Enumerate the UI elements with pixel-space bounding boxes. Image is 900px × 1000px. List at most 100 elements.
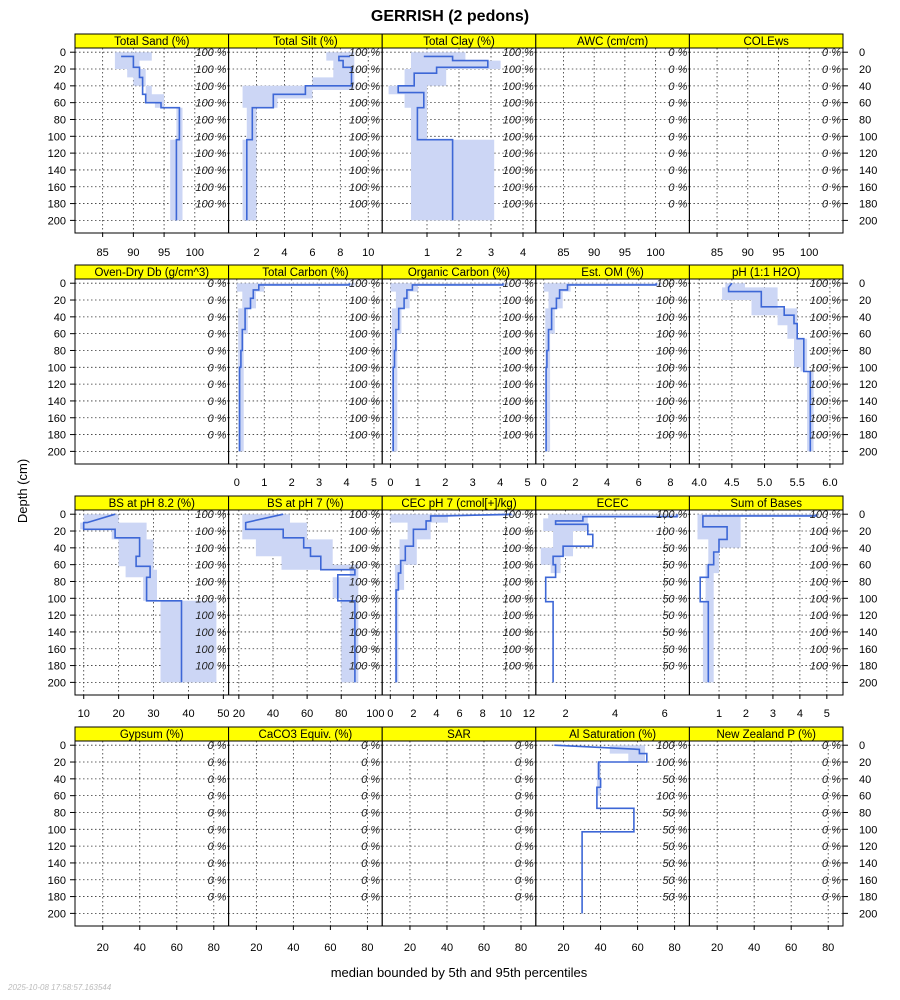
y-tick-label: 200	[859, 677, 877, 689]
contribution-label: 100 %	[349, 278, 380, 290]
panel-title: Sum of Bases	[730, 498, 802, 510]
x-tick-label: 5	[824, 708, 830, 720]
y-tick-label: 120	[48, 379, 66, 391]
x-tick-label: 3	[470, 477, 476, 489]
x-tick-label: 95	[619, 247, 631, 259]
panel-title: BS at pH 8.2 (%)	[109, 498, 195, 510]
x-tick-label: 2	[253, 247, 259, 259]
x-tick-label: 40	[748, 942, 760, 954]
panel-title: Oven-Dry Db (g/cm^3)	[94, 267, 209, 279]
contribution-label: 0 %	[668, 199, 687, 211]
contribution-label: 100 %	[810, 610, 841, 622]
x-tick-label: 40	[267, 708, 279, 720]
contribution-label: 100 %	[503, 560, 534, 572]
panel-title: pH (1:1 H2O)	[732, 267, 801, 279]
contribution-label: 100 %	[195, 64, 226, 76]
x-tick-label: 60	[171, 942, 183, 954]
y-tick-label: 140	[859, 396, 877, 408]
x-tick-label: 20	[404, 942, 416, 954]
y-tick-label: 80	[859, 114, 871, 126]
x-tick-label: 4	[281, 247, 287, 259]
panel-grid: Total Sand (%)100 %100 %100 %100 %100 %1…	[48, 33, 877, 954]
y-tick-label: 160	[48, 413, 66, 425]
y-tick-label: 0	[859, 740, 865, 752]
x-tick-label: 0	[387, 477, 393, 489]
y-tick-label: 160	[859, 413, 877, 425]
contribution-label: 100 %	[349, 199, 380, 211]
contribution-label: 0 %	[822, 81, 841, 93]
percentile-band	[543, 283, 661, 452]
x-tick-label: 85	[557, 247, 569, 259]
contribution-label: 100 %	[195, 182, 226, 194]
y-tick-label: 0	[60, 47, 66, 59]
y-tick-label: 20	[859, 64, 871, 76]
contribution-label: 0 %	[822, 841, 841, 853]
contribution-label: 100 %	[349, 396, 380, 408]
panel-ph-1-1-h2o: pH (1:1 H2O) 100 % 100 % 100 % 100 % 100 % 100…	[688, 264, 844, 489]
contribution-label: 100 %	[349, 295, 380, 307]
median-line	[554, 744, 648, 914]
x-tick-label: 80	[361, 942, 373, 954]
contribution-label: 100 %	[810, 345, 841, 357]
y-tick-label: 180	[48, 199, 66, 211]
panel-title: SAR	[447, 729, 471, 741]
contribution-label: 100 %	[503, 661, 534, 673]
contribution-label: 0 %	[668, 47, 687, 59]
x-tick-label: 5	[525, 477, 531, 489]
x-tick-label: 20	[711, 942, 723, 954]
x-tick-label: 6	[309, 247, 315, 259]
y-tick-label: 100	[859, 824, 877, 836]
y-tick-label: 60	[859, 98, 871, 110]
contribution-label: 0 %	[208, 278, 227, 290]
x-axis-label: median bounded by 5th and 95th percentil…	[331, 965, 588, 980]
contribution-label: 0 %	[208, 312, 227, 324]
x-tick-label: 20	[250, 942, 262, 954]
panel-title: Organic Carbon (%)	[408, 267, 510, 279]
contribution-label: 0 %	[515, 875, 534, 887]
contribution-label: 100 %	[349, 98, 380, 110]
x-tick-label: 60	[631, 942, 643, 954]
contribution-label: 0 %	[822, 47, 841, 59]
x-tick-label: 40	[594, 942, 606, 954]
y-tick-label: 100	[48, 593, 66, 605]
median-line	[238, 283, 351, 452]
contribution-label: 100 %	[195, 131, 226, 143]
contribution-label: 0 %	[208, 757, 227, 769]
x-tick-label: 80	[208, 942, 220, 954]
panel-caco3-equiv: CaCO3 Equiv. (%) 0 % 0 % 0 % 0 % 0 % 0 % 0 % 0 %…	[228, 726, 383, 954]
y-tick-label: 60	[859, 560, 871, 572]
y-tick-label: 100	[48, 362, 66, 374]
contribution-label: 100 %	[349, 509, 380, 521]
panel-title: CEC pH 7 (cmol[+]/kg)	[401, 498, 517, 510]
y-tick-label: 200	[48, 908, 66, 920]
contribution-label: 0 %	[668, 182, 687, 194]
panel-title: Gypsum (%)	[120, 729, 184, 741]
y-tick-label: 200	[859, 908, 877, 920]
contribution-label: 100 %	[656, 295, 687, 307]
percentile-band	[697, 514, 819, 683]
contribution-label: 100 %	[503, 81, 534, 93]
contribution-label: 100 %	[503, 593, 534, 605]
x-tick-label: 100	[366, 708, 384, 720]
y-tick-label: 100	[859, 593, 877, 605]
y-tick-label: 40	[54, 774, 66, 786]
contribution-label: 0 %	[822, 64, 841, 76]
y-tick-label: 80	[859, 345, 871, 357]
contribution-label: 100 %	[349, 661, 380, 673]
x-tick-label: 2	[562, 708, 568, 720]
x-tick-label: 1	[261, 477, 267, 489]
y-tick-label: 80	[54, 576, 66, 588]
contribution-label: 100 %	[810, 430, 841, 442]
contribution-label: 100 %	[503, 526, 534, 538]
contribution-label: 0 %	[515, 791, 534, 803]
contribution-label: 0 %	[822, 892, 841, 904]
contribution-label: 100 %	[349, 148, 380, 160]
contribution-label: 100 %	[503, 47, 534, 59]
y-tick-label: 120	[48, 610, 66, 622]
x-tick-label: 10	[362, 247, 374, 259]
contribution-label: 100 %	[195, 98, 226, 110]
y-tick-label: 80	[859, 576, 871, 588]
contribution-label: 100 %	[349, 312, 380, 324]
contribution-label: 100 %	[656, 345, 687, 357]
y-tick-label: 0	[859, 509, 865, 521]
